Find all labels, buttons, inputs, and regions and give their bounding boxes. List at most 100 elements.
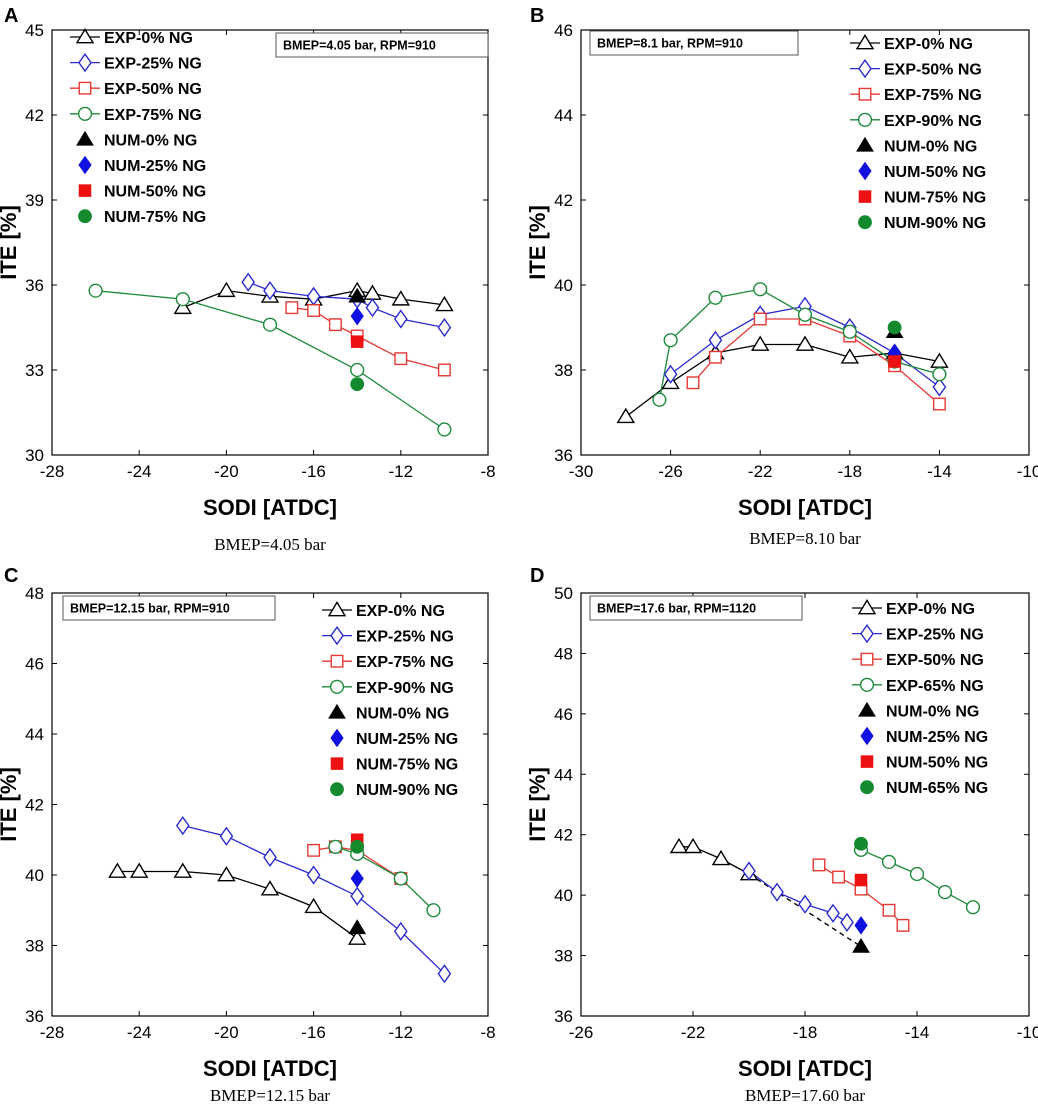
legend-label: EXP-0% NG (884, 36, 973, 53)
legend-label: EXP-0% NG (886, 601, 975, 618)
data-point (88, 283, 103, 298)
legend-marker (330, 757, 344, 770)
series-line (625, 343, 940, 418)
legend-marker (329, 679, 345, 694)
legend-marker (860, 652, 874, 666)
y-tick-label: 36 (554, 1007, 573, 1026)
legend-marker (859, 677, 875, 692)
panel-letter: D (530, 565, 544, 587)
data-point (753, 282, 768, 297)
panel-caption: BMEP=12.15 bar (210, 1086, 330, 1105)
legend-marker (75, 28, 95, 44)
legend-label: NUM-0% NG (356, 705, 449, 722)
note-text: BMEP=4.05 bar, RPM=910 (283, 39, 436, 53)
x-axis-label: SODI [ATDC] (738, 1056, 872, 1081)
data-point (304, 897, 323, 914)
note-text: BMEP=8.1 bar, RPM=910 (597, 37, 743, 51)
y-axis-label: ITE [%] (0, 767, 21, 842)
data-point (826, 903, 840, 923)
y-tick-label: 48 (554, 644, 573, 663)
y-tick-label: 44 (554, 765, 573, 784)
series-line (313, 846, 402, 880)
x-axis-label: SODI [ATDC] (203, 495, 337, 520)
legend-marker (78, 155, 92, 175)
panel-caption: BMEP=4.05 bar (214, 535, 326, 554)
legend-marker (78, 209, 92, 224)
legend-marker (857, 599, 877, 615)
note-text: BMEP=17.6 bar, RPM=1120 (597, 602, 756, 616)
legend-label: NUM-25% NG (356, 731, 458, 748)
legend-label: EXP-75% NG (104, 107, 202, 124)
data-point (307, 843, 321, 857)
legend-label: NUM-75% NG (356, 757, 458, 774)
data-point (932, 367, 947, 382)
data-point (708, 290, 723, 305)
data-point (350, 362, 365, 378)
y-tick-label: 42 (25, 796, 44, 815)
x-tick-label: -26 (658, 462, 683, 481)
data-point (932, 377, 947, 397)
note-text: BMEP=12.15 bar, RPM=910 (70, 602, 230, 616)
legend-label: NUM-90% NG (356, 782, 458, 799)
x-tick-label: -24 (127, 462, 152, 481)
legend-marker (327, 601, 347, 617)
x-tick-label: -10 (1017, 1023, 1038, 1042)
legend-marker (858, 87, 872, 101)
legend-label: EXP-90% NG (884, 113, 982, 130)
data-point (219, 826, 234, 846)
legend-label: NUM-75% NG (104, 209, 206, 226)
legend-marker (330, 782, 344, 797)
legend-label: NUM-75% NG (884, 190, 986, 207)
y-axis-label: ITE [%] (525, 205, 550, 280)
data-point (285, 301, 299, 315)
y-tick-label: 40 (554, 886, 573, 905)
x-tick-label: -16 (301, 1023, 326, 1042)
data-point (426, 903, 441, 918)
y-tick-label: 36 (554, 446, 573, 465)
chart-panel-b: B -30 -26 -22 -18 -14 -10 36 38 40 42 44 46 SODI [ATD… (525, 5, 1038, 548)
data-point (263, 847, 277, 867)
data-point (854, 916, 868, 935)
legend-label: EXP-25% NG (886, 627, 984, 644)
data-point (365, 298, 380, 318)
plot-frame (580, 29, 1030, 456)
x-tick-label: -18 (838, 462, 863, 481)
x-tick-label: -26 (569, 1023, 594, 1042)
panel-letter: B (530, 5, 544, 27)
x-tick-label: -14 (905, 1023, 930, 1042)
legend-label: NUM-0% NG (884, 138, 977, 155)
data-point (437, 317, 452, 338)
y-tick-label: 42 (554, 826, 573, 845)
y-tick-label: 44 (554, 106, 573, 125)
legend-marker (78, 52, 92, 73)
data-point (854, 836, 868, 851)
note-box (275, 32, 489, 58)
legend-marker (77, 106, 93, 121)
data-point (812, 858, 826, 872)
data-point (391, 290, 411, 306)
data-point (263, 281, 277, 301)
data-point (217, 281, 236, 298)
legend-label: NUM-0% NG (886, 703, 979, 720)
data-point (328, 839, 343, 854)
data-point (795, 335, 815, 351)
legend-label: NUM-25% NG (104, 158, 206, 175)
legend: EXP-0% NG EXP-25% NG EXP-50% NG EXP-65% NG N… (852, 599, 988, 797)
data-point (750, 335, 770, 351)
x-tick-label: -12 (389, 462, 414, 481)
data-point (770, 882, 784, 902)
data-point (854, 873, 868, 887)
panel-caption: BMEP=17.60 bar (745, 1086, 865, 1105)
x-tick-label: -12 (389, 1023, 414, 1042)
y-tick-label: 36 (25, 276, 44, 295)
series-line (335, 846, 434, 911)
data-point (350, 377, 365, 392)
legend-label: NUM-50% NG (884, 164, 986, 181)
legend-label: EXP-0% NG (104, 30, 193, 47)
data-point (669, 837, 689, 854)
legend-marker (856, 136, 874, 152)
data-point (797, 307, 813, 322)
data-point (175, 292, 190, 307)
